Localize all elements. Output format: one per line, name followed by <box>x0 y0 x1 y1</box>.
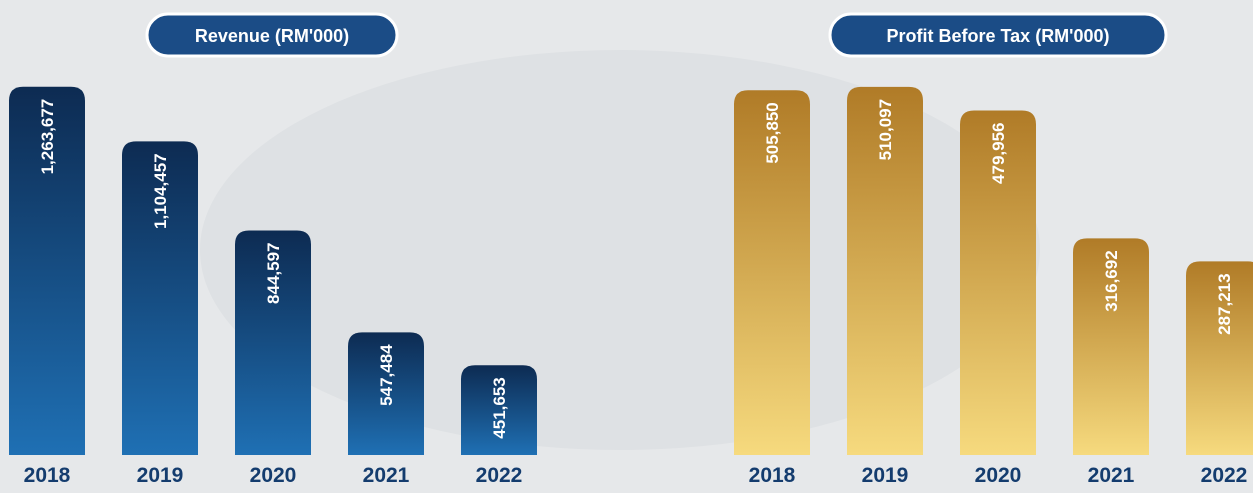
x-tick-label: 2020 <box>975 464 1022 487</box>
chart-title: Revenue (RM'000) <box>195 26 349 46</box>
value-label: 1,104,457 <box>151 153 170 229</box>
value-label: 316,692 <box>1102 250 1121 311</box>
bar <box>9 86 85 456</box>
bar <box>1073 238 1149 455</box>
x-tick-label: 2018 <box>24 464 71 487</box>
value-label: 547,484 <box>377 344 396 406</box>
bar <box>122 141 198 455</box>
bar <box>1186 261 1253 455</box>
chart-title: Profit Before Tax (RM'000) <box>887 26 1110 46</box>
x-tick-label: 2021 <box>363 464 410 487</box>
title-pill <box>145 12 399 58</box>
value-label: 287,213 <box>1215 273 1234 334</box>
bar <box>847 86 923 455</box>
bar <box>734 90 810 456</box>
bar <box>348 332 424 455</box>
bar <box>235 230 311 455</box>
x-tick-label: 2019 <box>137 464 184 487</box>
value-label: 844,597 <box>264 242 283 303</box>
x-tick-label: 2022 <box>1201 464 1248 487</box>
x-tick-label: 2021 <box>1088 464 1135 487</box>
x-tick-label: 2018 <box>749 464 796 487</box>
value-label: 1,263,677 <box>38 99 57 175</box>
bar <box>960 110 1036 455</box>
x-tick-label: 2020 <box>250 464 297 487</box>
value-label: 505,850 <box>763 102 782 163</box>
title-pill <box>828 12 1168 58</box>
x-tick-label: 2019 <box>862 464 909 487</box>
value-label: 479,956 <box>989 123 1008 184</box>
x-tick-label: 2022 <box>476 464 523 487</box>
value-label: 451,653 <box>490 377 509 438</box>
value-label: 510,097 <box>876 99 895 160</box>
bar <box>461 365 537 455</box>
